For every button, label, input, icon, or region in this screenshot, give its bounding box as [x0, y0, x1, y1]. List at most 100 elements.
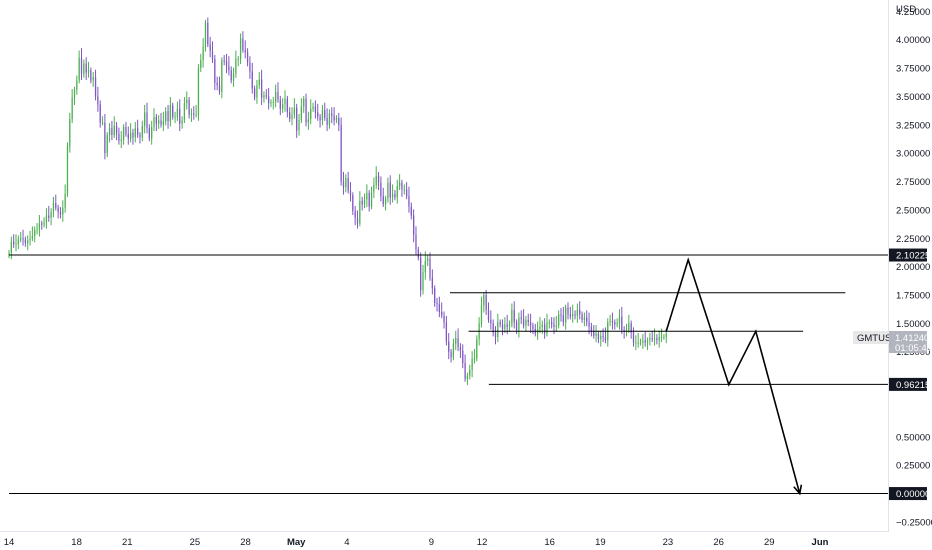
- candle-body: [476, 339, 478, 359]
- level-tag-box: [889, 377, 927, 391]
- candle-body: [312, 106, 314, 109]
- candle-body: [151, 127, 153, 139]
- candle-body: [412, 215, 415, 235]
- candle-body: [434, 288, 436, 303]
- candle-body: [459, 347, 462, 351]
- candle-body: [146, 112, 148, 129]
- candle-body: [658, 336, 660, 341]
- price-tick-label: 1.50000: [896, 319, 930, 330]
- candle-body: [326, 118, 328, 125]
- candle-body: [663, 336, 665, 338]
- candle-body: [153, 116, 155, 128]
- candle-body: [15, 243, 17, 245]
- candle-body: [660, 336, 663, 338]
- candle-body: [590, 326, 593, 332]
- candle-body: [373, 184, 375, 192]
- candle-body: [305, 98, 307, 123]
- candle-body: [340, 124, 342, 182]
- candle-body: [518, 317, 520, 331]
- level-tag-box: [889, 487, 927, 501]
- candle-body: [639, 342, 642, 344]
- candle-body: [263, 95, 265, 98]
- candle-body: [115, 125, 118, 134]
- candle-body: [235, 59, 237, 74]
- candle-body: [492, 323, 494, 333]
- candle-body: [160, 120, 162, 125]
- candle-body: [211, 51, 214, 59]
- last-price-tag: 1.41240 01:05:40: [889, 331, 932, 354]
- candle-body: [504, 324, 506, 330]
- candle-body: [162, 121, 165, 125]
- candle-body: [625, 330, 628, 332]
- candle-body: [174, 116, 176, 118]
- candle-body: [136, 128, 139, 136]
- candle-body: [256, 85, 258, 98]
- candle-body: [595, 333, 597, 336]
- candle-body: [169, 105, 172, 122]
- candle-body: [347, 178, 349, 191]
- time-tick-label: 19: [595, 537, 606, 548]
- candle-body: [303, 98, 305, 107]
- candle-body: [120, 139, 122, 141]
- candle-body: [258, 79, 260, 86]
- candle-body: [483, 295, 485, 306]
- price-tick-label: 3.50000: [896, 92, 930, 103]
- candle-body: [455, 338, 457, 344]
- candle-body: [246, 52, 249, 63]
- candle-body: [251, 71, 253, 89]
- candle-body: [438, 304, 441, 313]
- candle-body: [298, 120, 300, 131]
- price-tick-label: 0.25000: [896, 461, 930, 472]
- candle-body: [45, 215, 48, 223]
- candle-body: [216, 82, 218, 86]
- candle-body: [279, 99, 281, 109]
- time-tick-label: May: [287, 537, 306, 548]
- candle-body: [382, 196, 384, 205]
- candle-body: [600, 335, 602, 340]
- candle-body: [501, 324, 504, 330]
- candle-body: [101, 122, 104, 124]
- candle-body: [553, 324, 555, 327]
- candle-body: [179, 108, 181, 124]
- candle-body: [427, 258, 429, 261]
- candle-body: [579, 309, 581, 315]
- candle-body: [50, 212, 52, 218]
- time-axis[interactable]: 14 18 21 25 28 May 4 9 12 16 19 23 26 29 Jun: [4, 537, 829, 548]
- candle-body: [209, 44, 211, 52]
- candle-body: [401, 182, 403, 190]
- candle-body: [34, 230, 36, 236]
- candle-body: [190, 113, 193, 115]
- candle-body: [441, 312, 443, 316]
- candle-body: [132, 132, 134, 138]
- candle-body: [445, 322, 448, 342]
- level-tag-label: 0.96215: [896, 380, 930, 391]
- candle-body: [429, 258, 431, 278]
- price-axis[interactable]: 4.25000 4.00000 3.75000 3.50000 3.25000 3.000…: [896, 7, 932, 529]
- candle-body: [546, 322, 548, 334]
- candle-body: [558, 314, 560, 326]
- candle-body: [64, 194, 66, 208]
- candle-body: [188, 99, 190, 115]
- time-tick-label: Jun: [812, 537, 829, 548]
- candle-body: [270, 102, 272, 104]
- candle-body: [221, 60, 223, 92]
- candle-body: [134, 128, 136, 138]
- time-tick-label: 21: [122, 537, 133, 548]
- candle-body: [122, 127, 125, 140]
- candle-body: [642, 340, 644, 343]
- price-tick-label: 4.25000: [896, 7, 930, 18]
- candle-body: [349, 190, 352, 196]
- candle-body: [623, 330, 625, 332]
- candle-body: [59, 212, 62, 215]
- candle-body: [286, 98, 288, 113]
- candle-body: [69, 119, 71, 147]
- candle-body: [490, 319, 492, 324]
- candle-body: [48, 215, 50, 218]
- candle-body: [529, 322, 532, 326]
- candle-body: [38, 223, 41, 230]
- candle-body: [593, 331, 595, 336]
- candle-body: [207, 22, 209, 45]
- candle-body: [200, 60, 202, 69]
- candle-body: [144, 112, 146, 126]
